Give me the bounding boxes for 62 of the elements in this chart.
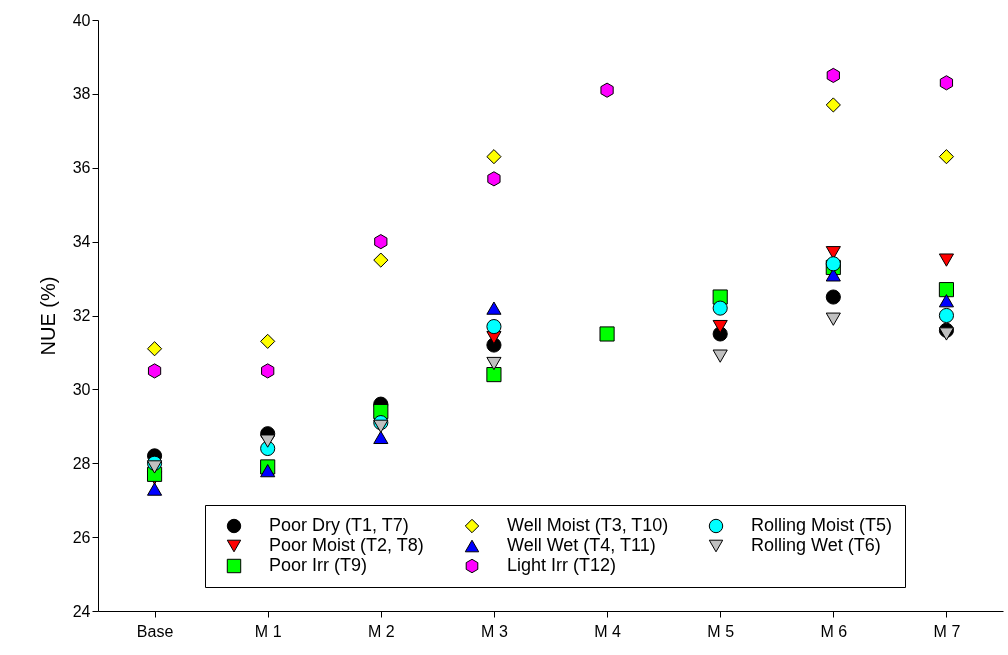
legend-label: Light Irr (T12) [507, 555, 617, 575]
point [146, 460, 163, 474]
legend-label: Poor Moist (T2, T8) [269, 535, 424, 555]
point [486, 149, 502, 165]
point [487, 171, 501, 187]
y-axis-title: NUE (%) [36, 276, 59, 356]
point [260, 464, 276, 478]
legend-label: Rolling Wet (T6) [751, 535, 881, 555]
y-tick-label: 40 [72, 11, 91, 29]
x-tick-label: M 5 [707, 622, 735, 640]
point [261, 363, 275, 379]
point [826, 67, 840, 83]
point [825, 268, 841, 282]
x-tick-label: M 7 [933, 622, 961, 640]
x-tick-label: M 1 [254, 622, 282, 640]
legend-label: Poor Dry (T1, T7) [269, 515, 409, 535]
y-tick-label: 32 [72, 307, 91, 324]
point [486, 367, 502, 383]
point [825, 312, 841, 326]
point [374, 234, 388, 250]
point [486, 356, 502, 371]
point [825, 289, 841, 305]
point [260, 333, 276, 349]
point [712, 349, 728, 363]
point [938, 149, 955, 165]
point [938, 294, 955, 308]
point [146, 482, 163, 496]
x-tick-label: M 6 [820, 622, 848, 640]
point [938, 307, 955, 324]
legend-label: Rolling Moist (T5) [751, 515, 893, 535]
point [486, 301, 502, 315]
y-tick-label: 34 [72, 233, 91, 251]
y-tick-label: 28 [72, 454, 91, 472]
point [146, 341, 163, 357]
legend-label: Well Moist (T3, T10) [507, 515, 669, 535]
point [712, 319, 728, 334]
point [825, 256, 841, 272]
point [938, 282, 955, 298]
x-tick-label: M 3 [481, 622, 508, 640]
x-tick-label: M 4 [594, 622, 621, 640]
point [147, 363, 162, 379]
point [373, 252, 389, 268]
y-tick-label: 36 [72, 159, 91, 177]
y-tick-label: 26 [72, 528, 91, 546]
y-tick-label: 30 [72, 380, 91, 398]
legend-label: Poor Irr (T9) [269, 555, 368, 575]
legend-label: Well Wet (T4, T11) [507, 535, 656, 555]
point [486, 319, 502, 335]
y-tick-label: 24 [72, 602, 91, 620]
point [373, 430, 389, 445]
point [373, 419, 389, 433]
point [260, 434, 276, 448]
y-tick-label: 38 [72, 85, 91, 103]
point [600, 82, 614, 98]
point [712, 300, 728, 316]
point [825, 97, 841, 113]
point [938, 327, 955, 341]
point [599, 326, 615, 342]
point [939, 75, 954, 91]
point [938, 253, 955, 267]
x-tick-label: Base [136, 622, 174, 640]
x-tick-label: M 2 [367, 622, 395, 640]
